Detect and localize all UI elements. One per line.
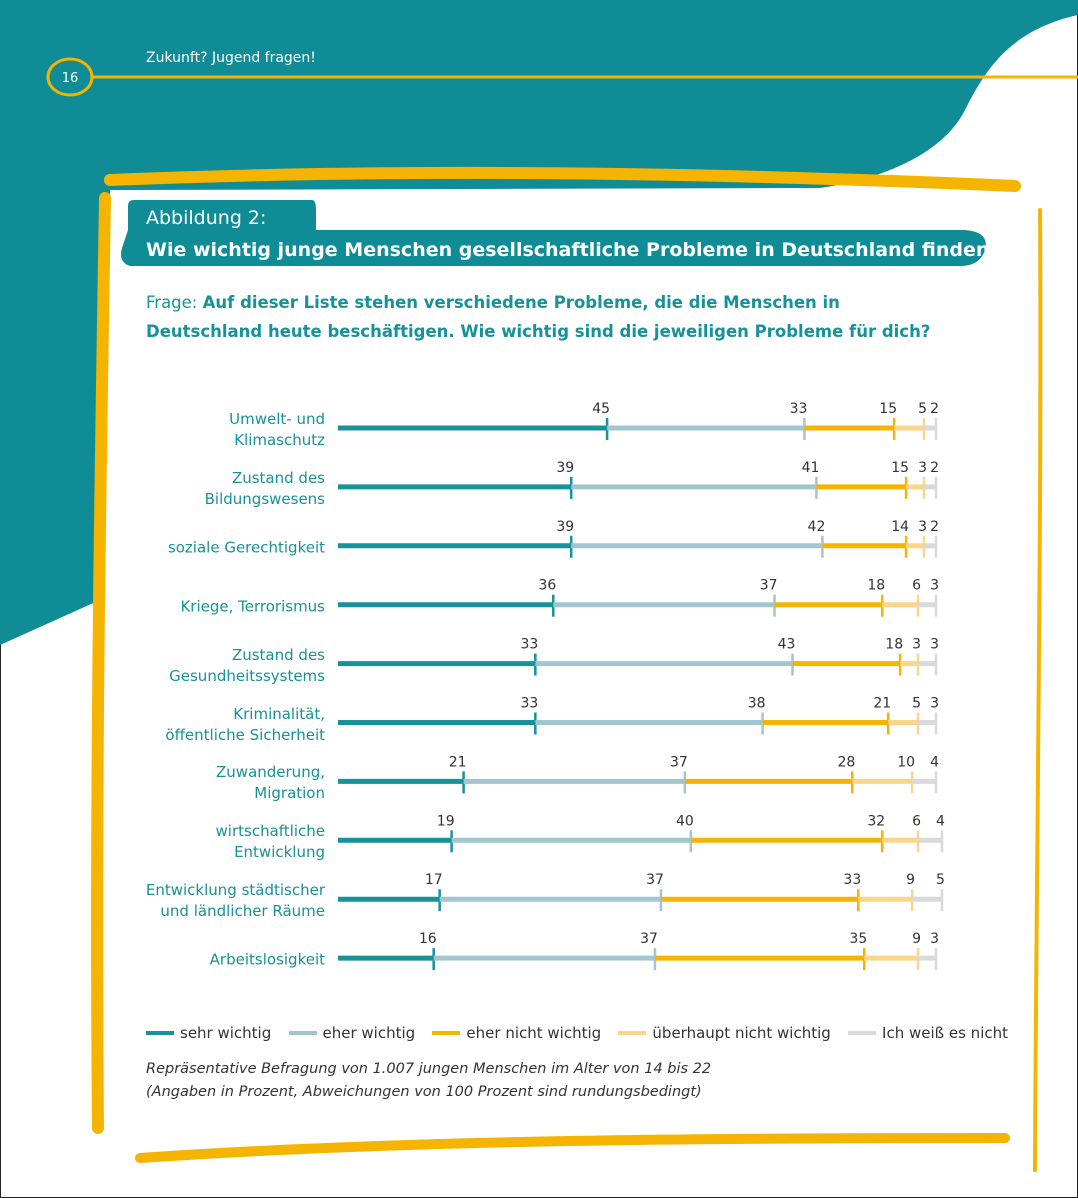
legend-swatch [146,1031,174,1035]
value-label: 3 [930,637,939,653]
category-label: Zuwanderung, Migration [216,763,325,803]
legend-item: sehr wichtig [146,1024,271,1042]
value-label: 35 [849,931,867,947]
value-label: 28 [837,754,855,770]
legend-item: Ich weiß es nicht [848,1024,1008,1042]
value-label: 40 [676,813,694,829]
category-label: Arbeitslosigkeit [209,950,325,969]
legend-swatch [618,1031,647,1035]
legend: sehr wichtig eher wichtig eher nicht wicht… [146,1024,1008,1042]
value-label: 3 [930,696,939,712]
value-label: 3 [912,637,921,653]
legend-item: eher wichtig [288,1024,416,1042]
legend-item: eher nicht wichtig [432,1024,601,1042]
note: (Angaben in Prozent, Abweichungen von 10… [146,1084,702,1100]
legend-label: Ich weiß es nicht [882,1024,1008,1042]
value-label: 37 [670,754,688,770]
value-label: 33 [521,637,539,653]
question-text: Auf dieser Liste stehen verschiedene Pro… [146,293,931,341]
value-label: 3 [930,578,939,594]
value-label: 19 [437,813,455,829]
page-number: 16 [62,71,79,86]
category-label: Umwelt- und Klimaschutz [229,410,325,449]
legend-label: sehr wichtig [180,1024,272,1042]
value-label: 4 [936,813,945,829]
value-label: 5 [912,696,921,712]
value-label: 37 [760,578,778,594]
legend-swatch [288,1031,317,1035]
legend-label: eher nicht wichtig [466,1024,602,1042]
category-label: wirtschaftliche Entwicklung [215,822,325,862]
frame-bottom [135,1133,1010,1163]
value-label: 37 [646,872,664,888]
value-label: 5 [936,872,945,888]
value-label: 15 [879,401,897,417]
teal-shape [0,0,1078,645]
value-label: 21 [449,754,467,770]
value-label: 5 [918,401,927,417]
value-label: 4 [930,754,939,770]
page-circle [46,57,94,97]
value-label: 3 [930,931,939,947]
figure-label-box [128,200,316,232]
value-label: 3 [918,460,927,476]
notes: Repräsentative Befragung von 1.007 junge… [146,1058,711,1104]
value-label: 18 [867,578,885,594]
value-label: 38 [748,696,766,712]
legend-item: überhaupt nicht wichtig [618,1024,831,1042]
legend-label: überhaupt nicht wichtig [652,1024,831,1042]
value-label: 15 [891,460,909,476]
chart-title: Wie wichtig junge Menschen gesellschaftl… [146,239,989,261]
category-label: Zustand des Bildungswesens [204,468,325,508]
category-label: Entwicklung städtischer und ländlicher R… [145,881,325,921]
value-label: 9 [906,872,915,888]
category-label: Zustand des Gesundheitssystems [169,645,325,685]
frame-right [1033,208,1043,1172]
value-label: 45 [592,401,610,417]
value-label: 6 [912,813,921,829]
value-label: 33 [843,872,861,888]
category-label: Kriege, Terrorismus [180,597,325,616]
question: Frage: Auf dieser Liste stehen verschied… [146,288,946,346]
value-label: 33 [521,696,539,712]
category-label: soziale Gerechtigkeit [167,538,325,557]
legend-label: eher wichtig [322,1024,416,1042]
value-label: 43 [778,637,796,653]
value-label: 14 [891,519,909,535]
frame-top [104,166,1021,192]
value-label: 2 [930,460,939,476]
value-label: 2 [930,519,939,535]
category-label: Kriminalität, öffentliche Sicherheit [165,704,325,744]
note: Repräsentative Befragung von 1.007 junge… [146,1061,712,1077]
question-label: Frage: [146,293,198,312]
legend-swatch [432,1031,461,1035]
value-label: 39 [556,519,574,535]
figure-label: Abbildung 2: [146,207,266,229]
value-label: 10 [897,754,915,770]
value-label: 39 [556,460,574,476]
value-label: 32 [867,813,885,829]
value-label: 3 [918,519,927,535]
value-label: 21 [873,696,891,712]
value-label: 37 [640,931,658,947]
value-label: 6 [912,578,921,594]
frame-left [91,192,111,1134]
value-label: 9 [912,931,921,947]
value-label: 16 [419,931,437,947]
value-label: 33 [790,401,808,417]
value-label: 36 [538,578,556,594]
value-label: 41 [802,460,820,476]
value-label: 2 [930,401,939,417]
value-label: 17 [425,872,443,888]
header-title: Zukunft? Jugend fragen! [146,50,316,66]
value-label: 18 [885,637,903,653]
legend-swatch [848,1031,877,1035]
title-box [121,230,986,266]
value-label: 42 [808,519,826,535]
